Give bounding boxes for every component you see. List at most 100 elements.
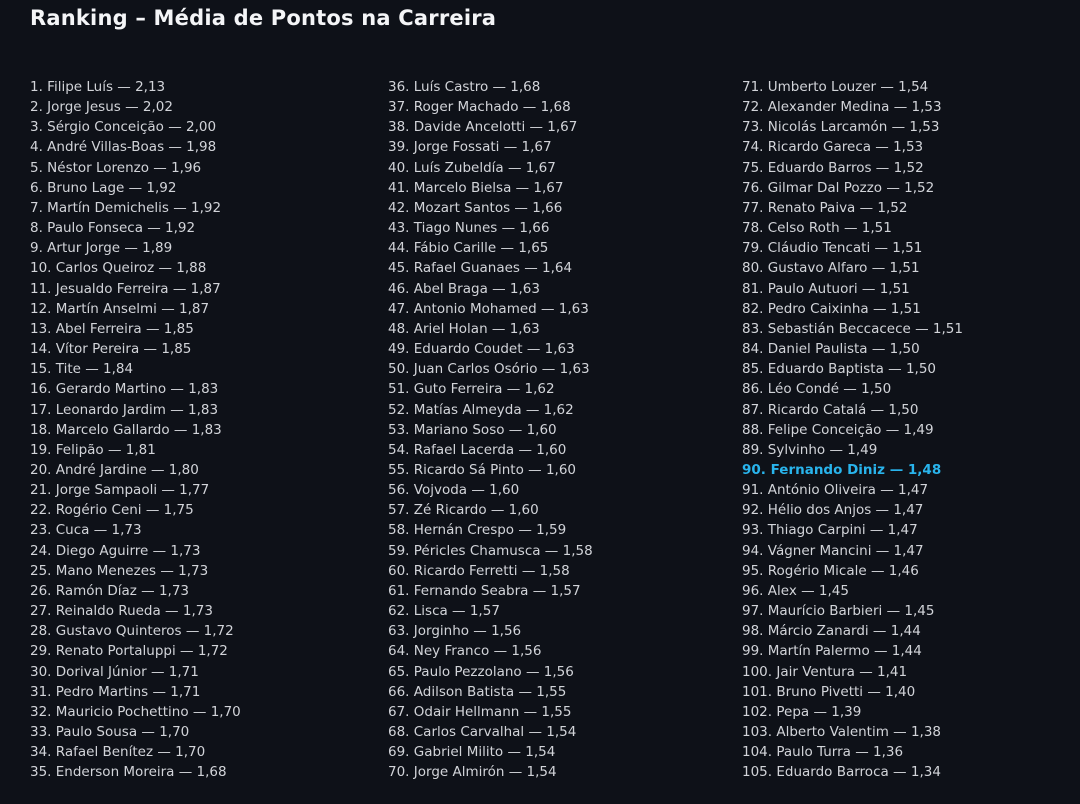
ranking-item: 53. Mariano Soso — 1,60 <box>388 421 557 438</box>
ranking-item: 3. Sérgio Conceição — 2,00 <box>30 119 217 136</box>
ranking-item: 29. Renato Portaluppi — 1,72 <box>30 643 228 660</box>
ranking-item: 93. Thiago Carpini — 1,47 <box>742 522 918 539</box>
ranking-item: 58. Hernán Crespo — 1,59 <box>388 522 567 539</box>
ranking-item: 1. Filipe Luís — 2,13 <box>30 79 166 95</box>
ranking-item: 2. Jorge Jesus — 2,02 <box>30 99 173 116</box>
ranking-item: 72. Alexander Medina — 1,53 <box>742 99 942 116</box>
ranking-item: 95. Rogério Micale — 1,46 <box>742 562 919 579</box>
ranking-item: 99. Martín Palermo — 1,44 <box>742 643 922 660</box>
ranking-item: 22. Rogério Ceni — 1,75 <box>30 502 194 519</box>
ranking-item: 37. Roger Machado — 1,68 <box>388 99 571 116</box>
ranking-item-highlighted: 90. Fernando Diniz — 1,48 <box>742 461 942 478</box>
ranking-item: 75. Eduardo Barros — 1,52 <box>742 159 924 176</box>
ranking-item: 94. Vágner Mancini — 1,47 <box>742 542 924 559</box>
ranking-item: 4. André Villas-Boas — 1,98 <box>30 139 217 156</box>
ranking-item: 80. Gustavo Alfaro — 1,51 <box>742 260 920 277</box>
ranking-column-2: 36. Luís Castro — 1,68 37. Roger Machado … <box>388 77 742 782</box>
ranking-item: 16. Gerardo Martino — 1,83 <box>30 381 219 398</box>
ranking-item: 18. Marcelo Gallardo — 1,83 <box>30 421 222 438</box>
ranking-item: 30. Dorival Júnior — 1,71 <box>30 663 199 680</box>
ranking-item: 6. Bruno Lage — 1,92 <box>30 179 177 196</box>
ranking-item: 20. André Jardine — 1,80 <box>30 461 199 478</box>
ranking-item: 79. Cláudio Tencati — 1,51 <box>742 240 923 257</box>
ranking-item: 103. Alberto Valentim — 1,38 <box>742 724 942 740</box>
ranking-item: 59. Péricles Chamusca — 1,58 <box>388 542 593 559</box>
ranking-columns: 1. Filipe Luís — 2,13 2. Jorge Jesus — 2,… <box>30 77 1080 782</box>
ranking-item: 39. Jorge Fossati — 1,67 <box>388 139 552 156</box>
ranking-item: 54. Rafael Lacerda — 1,60 <box>388 441 567 458</box>
ranking-item: 44. Fábio Carille — 1,65 <box>388 240 549 257</box>
ranking-item: 31. Pedro Martins — 1,71 <box>30 683 201 700</box>
ranking-item: 21. Jorge Sampaoli — 1,77 <box>30 482 210 499</box>
ranking-item: 11. Jesualdo Ferreira — 1,87 <box>30 280 221 297</box>
ranking-item: 62. Lisca — 1,57 <box>388 603 500 620</box>
ranking-item: 27. Reinaldo Rueda — 1,73 <box>30 603 213 620</box>
ranking-item: 78. Celso Roth — 1,51 <box>742 220 892 237</box>
ranking-item: 42. Mozart Santos — 1,66 <box>388 199 563 216</box>
ranking-item: 91. António Oliveira — 1,47 <box>742 482 929 499</box>
ranking-item: 35. Enderson Moreira — 1,68 <box>30 764 227 781</box>
ranking-item: 105. Eduardo Barroca — 1,34 <box>742 764 941 781</box>
ranking-item: 12. Martín Anselmi — 1,87 <box>30 300 210 317</box>
ranking-item: 28. Gustavo Quinteros — 1,72 <box>30 623 234 640</box>
page-title: Ranking – Média de Pontos na Carreira <box>30 6 497 30</box>
ranking-item: 34. Rafael Benítez — 1,70 <box>30 744 206 761</box>
ranking-item: 17. Leonardo Jardim — 1,83 <box>30 401 219 418</box>
ranking-item: 63. Jorginho — 1,56 <box>388 623 522 640</box>
ranking-item: 96. Alex — 1,45 <box>742 582 849 599</box>
ranking-item: 50. Juan Carlos Osório — 1,63 <box>388 361 590 378</box>
ranking-item: 38. Davide Ancelotti — 1,67 <box>388 119 578 136</box>
ranking-item: 87. Ricardo Catalá — 1,50 <box>742 401 919 418</box>
ranking-item: 24. Diego Aguirre — 1,73 <box>30 542 201 559</box>
ranking-item: 56. Vojvoda — 1,60 <box>388 482 520 499</box>
ranking-item: 98. Márcio Zanardi — 1,44 <box>742 623 921 640</box>
ranking-item: 61. Fernando Seabra — 1,57 <box>388 582 581 599</box>
ranking-item: 65. Paulo Pezzolano — 1,56 <box>388 663 574 680</box>
ranking-item: 64. Ney Franco — 1,56 <box>388 643 542 660</box>
ranking-item: 82. Pedro Caixinha — 1,51 <box>742 300 921 317</box>
ranking-item: 40. Luís Zubeldía — 1,67 <box>388 159 556 176</box>
ranking-item: 10. Carlos Queiroz — 1,88 <box>30 260 207 277</box>
ranking-item: 33. Paulo Sousa — 1,70 <box>30 724 190 740</box>
ranking-item: 89. Sylvinho — 1,49 <box>742 441 878 458</box>
ranking-item: 70. Jorge Almirón — 1,54 <box>388 764 557 781</box>
ranking-item: 92. Hélio dos Anjos — 1,47 <box>742 502 924 519</box>
ranking-item: 43. Tiago Nunes — 1,66 <box>388 220 550 237</box>
ranking-item: 55. Ricardo Sá Pinto — 1,60 <box>388 461 576 478</box>
ranking-item: 19. Felipão — 1,81 <box>30 441 156 458</box>
ranking-item: 67. Odair Hellmann — 1,55 <box>388 703 572 720</box>
ranking-item: 14. Vítor Pereira — 1,85 <box>30 341 192 358</box>
ranking-item: 97. Maurício Barbieri — 1,45 <box>742 603 935 620</box>
ranking-item: 77. Renato Paiva — 1,52 <box>742 199 908 216</box>
ranking-item: 26. Ramón Díaz — 1,73 <box>30 582 190 599</box>
ranking-item: 84. Daniel Paulista — 1,50 <box>742 341 920 358</box>
ranking-item: 74. Ricardo Gareca — 1,53 <box>742 139 924 156</box>
ranking-item: 60. Ricardo Ferretti — 1,58 <box>388 562 570 579</box>
ranking-item: 45. Rafael Guanaes — 1,64 <box>388 260 573 277</box>
ranking-item: 83. Sebastián Beccacece — 1,51 <box>742 320 963 337</box>
ranking-item: 49. Eduardo Coudet — 1,63 <box>388 341 575 358</box>
ranking-item: 46. Abel Braga — 1,63 <box>388 280 540 297</box>
ranking-item: 71. Umberto Louzer — 1,54 <box>742 79 929 95</box>
ranking-item: 57. Zé Ricardo — 1,60 <box>388 502 539 519</box>
ranking-item: 66. Adilson Batista — 1,55 <box>388 683 567 700</box>
ranking-item: 41. Marcelo Bielsa — 1,67 <box>388 179 564 196</box>
ranking-item: 9. Artur Jorge — 1,89 <box>30 240 173 257</box>
ranking-item: 8. Paulo Fonseca — 1,92 <box>30 220 196 237</box>
ranking-item: 32. Mauricio Pochettino — 1,70 <box>30 703 241 720</box>
ranking-item: 48. Ariel Holan — 1,63 <box>388 320 540 337</box>
ranking-item: 86. Léo Condé — 1,50 <box>742 381 892 398</box>
ranking-item: 69. Gabriel Milito — 1,54 <box>388 744 556 761</box>
ranking-item: 7. Martín Demichelis — 1,92 <box>30 199 222 216</box>
ranking-item: 47. Antonio Mohamed — 1,63 <box>388 300 589 317</box>
ranking-item: 101. Bruno Pivetti — 1,40 <box>742 683 916 700</box>
ranking-item: 51. Guto Ferreira — 1,62 <box>388 381 555 398</box>
ranking-item: 23. Cuca — 1,73 <box>30 522 142 539</box>
ranking-item: 25. Mano Menezes — 1,73 <box>30 562 209 579</box>
ranking-item: 85. Eduardo Baptista — 1,50 <box>742 361 937 378</box>
ranking-item: 36. Luís Castro — 1,68 <box>388 79 541 95</box>
ranking-item: 100. Jair Ventura — 1,41 <box>742 663 908 680</box>
ranking-column-1: 1. Filipe Luís — 2,13 2. Jorge Jesus — 2,… <box>30 77 388 782</box>
ranking-item: 13. Abel Ferreira — 1,85 <box>30 320 194 337</box>
